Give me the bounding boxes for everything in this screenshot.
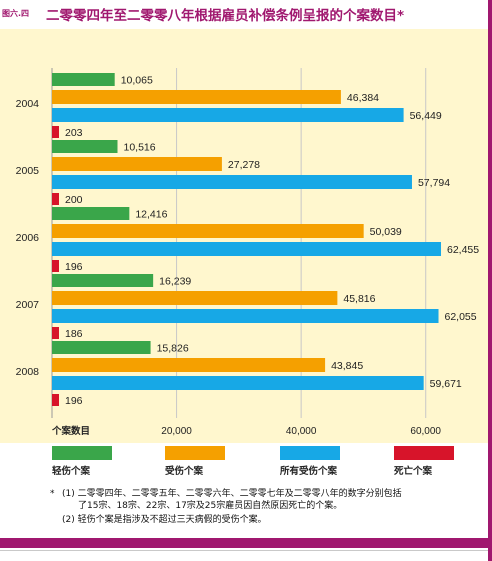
bar (52, 140, 118, 153)
bar (52, 175, 412, 189)
footnote-2: (2) 轻伤个案是指涉及不超过三天病假的受伤个案。 (50, 514, 480, 526)
bar (52, 309, 439, 323)
bar (52, 291, 338, 305)
bar (52, 90, 341, 104)
bottom-accent-band (0, 538, 488, 548)
x-tick-label: 40,000 (286, 426, 317, 437)
legend-label-all: 所有受伤个案 (280, 466, 338, 477)
data-label: 46,384 (347, 92, 379, 104)
legend-item-death: 死亡个案 (394, 446, 454, 477)
bar (52, 358, 326, 372)
legend-item-all: 所有受伤个案 (280, 446, 340, 477)
bar (52, 126, 59, 138)
figure-label: 图六.四 (2, 9, 30, 18)
legend-label-injury: 受伤个案 (165, 466, 204, 477)
bar-chart: 2004 10,065 46,384 56,449 203 2005 10,516 27,27… (16, 68, 479, 437)
bar (52, 327, 59, 339)
data-label: 45,816 (343, 293, 375, 305)
year-label: 2007 (16, 299, 40, 311)
legend-swatch-all (280, 446, 340, 460)
legend-label-minor: 轻伤个案 (52, 466, 91, 477)
data-label: 10,516 (123, 142, 155, 154)
legend: 轻伤个案 受伤个案 所有受伤个案 死亡个案 (0, 446, 488, 478)
legend-swatch-injury (165, 446, 225, 460)
data-label: 12,416 (135, 209, 167, 221)
legend-item-minor: 轻伤个案 (52, 446, 112, 477)
x-tick-label: 20,000 (161, 426, 192, 437)
data-label: 62,455 (447, 244, 479, 256)
bar (52, 242, 442, 256)
data-label: 186 (65, 328, 83, 340)
bar (52, 376, 424, 390)
data-label: 43,845 (331, 360, 363, 372)
data-label: 50,039 (370, 226, 402, 238)
bar (52, 274, 154, 287)
x-tick-label: 60,000 (410, 426, 441, 437)
footnote-1-number: (1) (62, 489, 75, 499)
data-label: 59,671 (430, 378, 462, 390)
legend-swatch-death (394, 446, 454, 460)
bar (52, 193, 59, 205)
data-label: 203 (65, 127, 83, 139)
bar (52, 157, 222, 171)
bar (52, 207, 130, 220)
data-label: 10,065 (121, 75, 153, 87)
year-label: 2006 (16, 232, 40, 244)
year-label: 2005 (16, 165, 40, 177)
bar (52, 260, 59, 272)
data-label: 57,794 (418, 177, 450, 189)
footnote-2-number: (2) (62, 515, 75, 525)
bar (52, 108, 404, 122)
data-label: 200 (65, 194, 83, 206)
legend-label-death: 死亡个案 (394, 466, 433, 477)
footnote-1: * (1) 二零零四年、二零零五年、二零零六年、二零零七年及二零零八年的数字分别… (50, 488, 480, 500)
footnote-1-line2: 了15宗、18宗、22宗、17宗及25宗雇员因自然原因死亡的个案。 (78, 501, 343, 511)
right-accent-bar (488, 0, 492, 561)
footnote-1-line1: 二零零四年、二零零五年、二零零六年、二零零七年及二零零八年的数字分别包括 (77, 489, 402, 499)
footnote-marker: * (50, 489, 55, 499)
data-label: 196 (65, 395, 83, 407)
bottom-rule (0, 550, 488, 551)
data-label: 16,239 (159, 276, 191, 288)
bar (52, 394, 59, 406)
x-axis-title: 个案数目 (51, 425, 90, 437)
bar (52, 73, 115, 86)
bar (52, 224, 364, 238)
data-label: 196 (65, 261, 83, 273)
footnotes: * (1) 二零零四年、二零零五年、二零零六年、二零零七年及二零零八年的数字分别… (50, 488, 480, 526)
footnote-1-continued: 了15宗、18宗、22宗、17宗及25宗雇员因自然原因死亡的个案。 (50, 500, 480, 512)
chart-title: 二零零四年至二零零八年根据雇员补偿条例呈报的个案数目* (46, 8, 405, 24)
data-label: 62,055 (445, 311, 477, 323)
footnote-2-text: 轻伤个案是指涉及不超过三天病假的受伤个案。 (77, 515, 267, 525)
bar (52, 341, 151, 354)
year-label: 2008 (16, 366, 40, 378)
year-label: 2004 (16, 98, 40, 110)
legend-swatch-minor (52, 446, 112, 460)
data-label: 27,278 (228, 159, 260, 171)
data-label: 56,449 (410, 110, 442, 122)
data-label: 15,826 (157, 343, 189, 355)
legend-item-injury: 受伤个案 (165, 446, 225, 477)
